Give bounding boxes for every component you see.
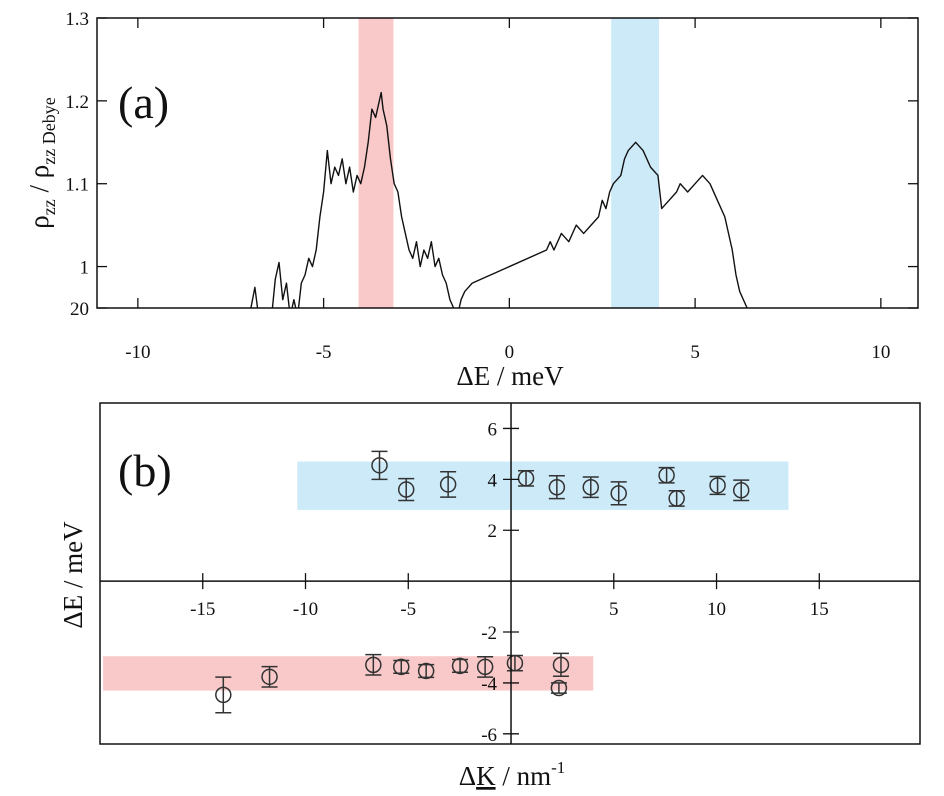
- plot-area-b: [103, 450, 789, 714]
- point: [261, 668, 278, 686]
- point: [417, 662, 435, 680]
- point: [215, 686, 232, 704]
- point: [393, 658, 410, 676]
- point: [732, 482, 750, 499]
- y-label-part: ρ: [24, 215, 54, 228]
- y-tick-label: 20: [70, 299, 89, 320]
- y-tick-label: -2: [481, 623, 497, 644]
- point: [658, 467, 675, 484]
- y-tick-label: 1.3: [65, 9, 89, 30]
- y-axis-label: ρzz / ρzz Debye: [24, 97, 59, 228]
- x-tick-label: 5: [609, 599, 619, 620]
- point: [552, 656, 570, 674]
- y-tick-label: -4: [481, 674, 497, 695]
- x-tick-label: 5: [690, 342, 700, 363]
- data-line: [250, 91, 748, 308]
- point: [550, 679, 568, 697]
- x-tick-label: 15: [810, 599, 829, 620]
- y-label-sub: zz: [39, 199, 59, 215]
- x-label-part: / nm: [496, 761, 552, 791]
- y-tick-label: 2: [488, 521, 498, 542]
- x-label-sup: -1: [551, 758, 565, 777]
- point: [582, 478, 600, 496]
- point: [548, 478, 566, 496]
- x-tick-label: 10: [707, 599, 726, 620]
- y-label-sub: zz Debye: [39, 97, 59, 164]
- panel-label: (a): [118, 77, 169, 128]
- point: [365, 656, 382, 674]
- point: [397, 481, 415, 498]
- x-tick-label: -5: [400, 599, 416, 620]
- band: [358, 18, 394, 308]
- x-tick-label: -10: [293, 599, 318, 620]
- y-tick-label: 1: [80, 258, 90, 279]
- y-tick-label: 1.1: [65, 175, 89, 196]
- y-tick-label: 6: [488, 419, 498, 440]
- x-label-part: Δ: [459, 761, 476, 791]
- point: [439, 476, 457, 493]
- point: [371, 457, 388, 474]
- x-tick-label: -15: [190, 599, 215, 620]
- frame: [96, 17, 919, 309]
- x-axis-label: ΔK / nm-1: [459, 758, 566, 791]
- band: [103, 656, 594, 691]
- point: [668, 490, 685, 507]
- x-tick-label: 10: [871, 342, 890, 363]
- point: [517, 470, 535, 487]
- point: [506, 654, 524, 672]
- y-tick-label: 4: [488, 470, 498, 491]
- frame: [99, 402, 921, 745]
- plot-area-a: [250, 18, 748, 308]
- y-tick-label: -6: [481, 725, 497, 746]
- band: [611, 18, 660, 308]
- y-axis-label: ΔE / meV: [58, 521, 88, 629]
- point: [476, 658, 494, 676]
- x-tick-label: 0: [505, 342, 515, 363]
- x-tick-label: -10: [125, 342, 150, 363]
- y-tick-label: 1.2: [65, 92, 89, 113]
- x-tick-label: -5: [316, 342, 332, 363]
- point: [709, 477, 726, 494]
- x-axis-label: ΔE / meV: [456, 361, 564, 391]
- point: [451, 657, 469, 675]
- y-label-part: / ρ: [24, 165, 54, 199]
- band: [297, 461, 789, 510]
- x-label-part: K: [476, 761, 496, 791]
- panel-label: (b): [118, 445, 172, 496]
- point: [610, 485, 627, 502]
